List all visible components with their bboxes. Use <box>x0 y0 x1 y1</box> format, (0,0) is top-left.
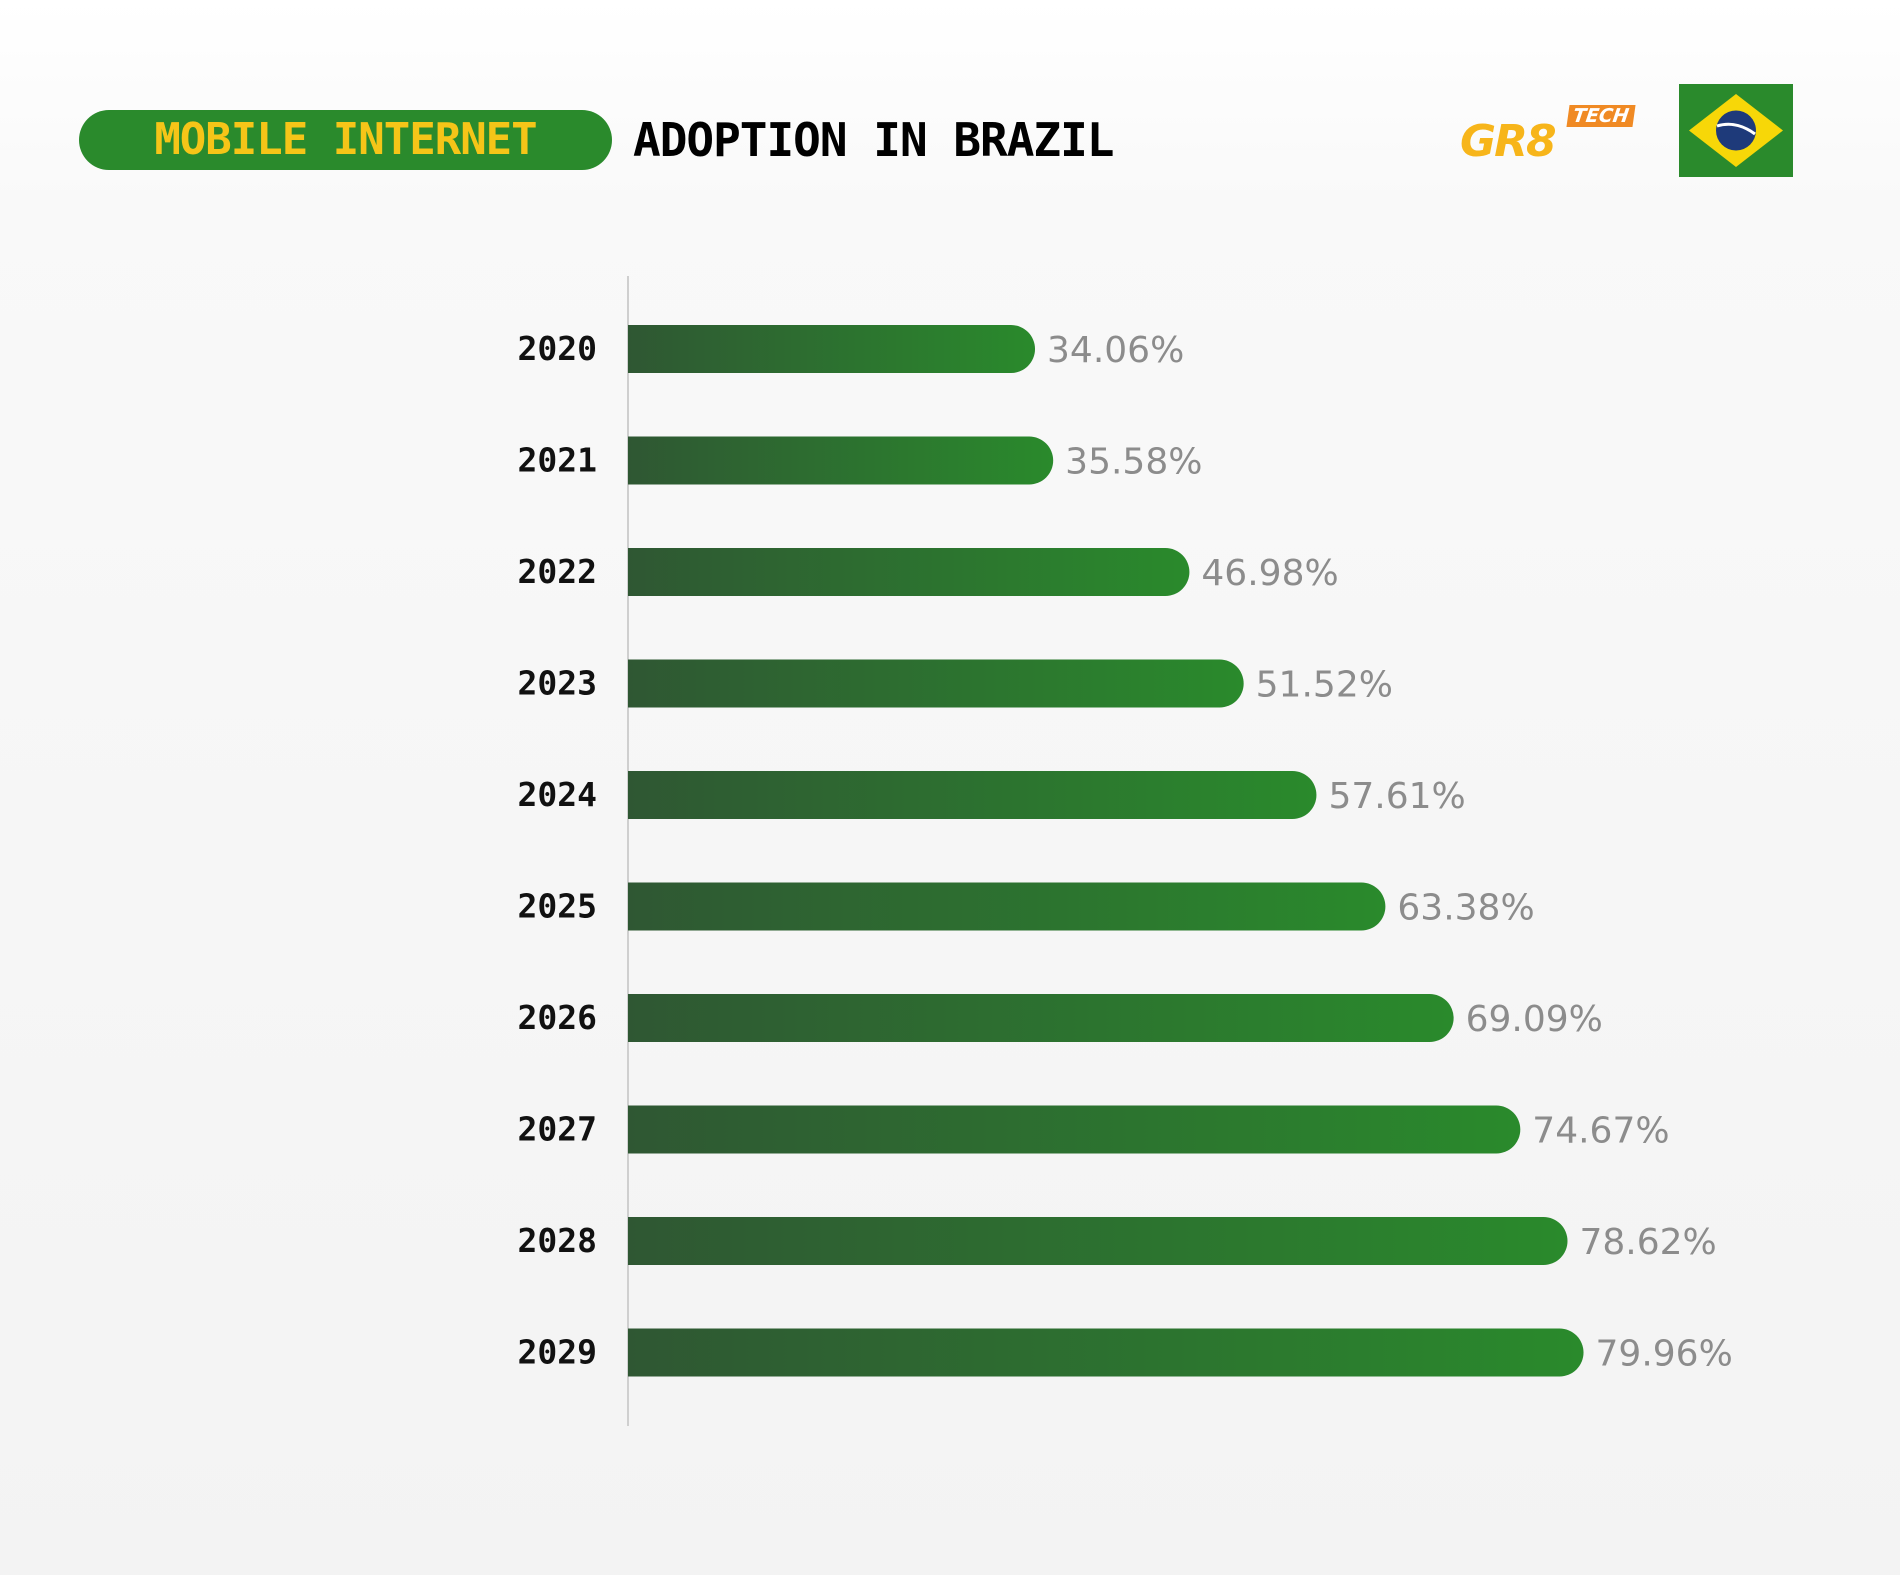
year-label: 2023 <box>518 664 597 703</box>
value-label: 78.62% <box>1580 1222 1717 1263</box>
year-label: 2026 <box>518 998 597 1037</box>
year-label: 2024 <box>518 775 597 814</box>
value-label: 63.38% <box>1397 888 1534 929</box>
year-label: 2025 <box>518 887 597 926</box>
value-label: 35.58% <box>1065 442 1202 483</box>
title-text: ADOPTION IN BRAZIL <box>633 113 1114 167</box>
bar-2025 <box>628 882 1386 931</box>
title-highlight: MOBILE INTERNET <box>79 110 612 170</box>
bar-2021 <box>628 436 1054 485</box>
value-label: 34.06% <box>1047 330 1184 371</box>
bar-2028 <box>628 1217 1568 1265</box>
year-label: 2029 <box>518 1333 597 1372</box>
value-label: 74.67% <box>1532 1111 1669 1152</box>
bar-2026 <box>628 994 1454 1042</box>
value-label: 46.98% <box>1201 553 1338 594</box>
gr8tech-logo: GR8 TECH <box>1460 100 1640 167</box>
value-label: 57.61% <box>1328 776 1465 817</box>
brazil-flag-icon <box>1679 84 1793 177</box>
bar-2024 <box>628 771 1317 819</box>
year-label: 2021 <box>518 441 597 480</box>
bar-2020 <box>628 325 1036 373</box>
year-label: 2027 <box>518 1110 597 1149</box>
value-label: 51.52% <box>1256 665 1393 706</box>
year-label: 2020 <box>518 329 597 368</box>
bar-2022 <box>628 548 1190 596</box>
bar-2027 <box>628 1105 1521 1154</box>
year-label: 2028 <box>518 1221 597 1260</box>
value-label: 79.96% <box>1596 1334 1733 1375</box>
bar-2023 <box>628 659 1244 708</box>
year-label: 2022 <box>518 552 597 591</box>
logo-main: GR8 <box>1460 116 1557 167</box>
value-label: 69.09% <box>1466 999 1603 1040</box>
bar-2029 <box>628 1328 1584 1377</box>
